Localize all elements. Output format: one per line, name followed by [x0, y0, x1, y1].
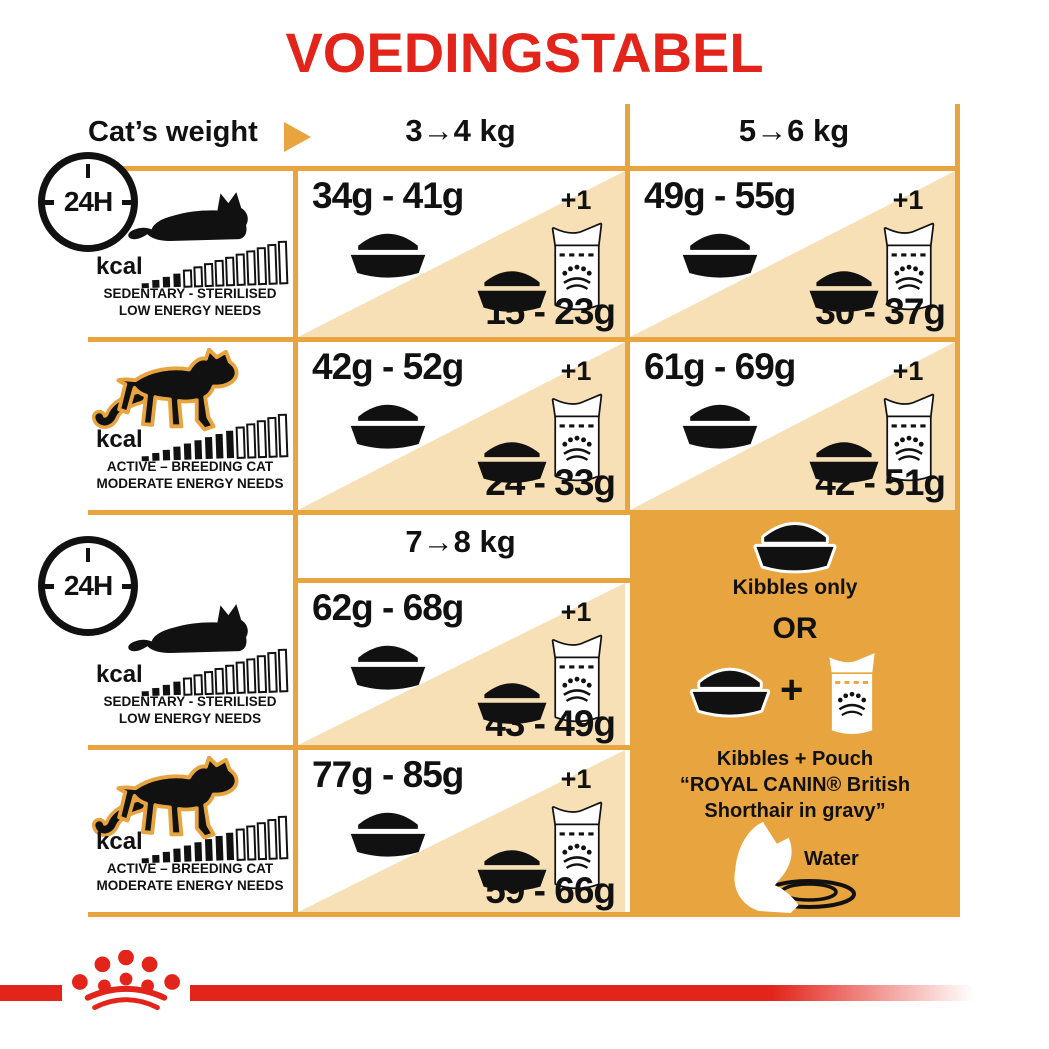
cell-active-5-6kg: 61g - 69g +1 42 - 51g: [630, 342, 955, 510]
bowl-icon: [743, 516, 847, 576]
mixed-kibbles-amount: 42 - 51g: [815, 462, 946, 503]
grid-line: [625, 104, 630, 512]
profile-caption: ACTIVE – BREEDING CAT: [106, 459, 274, 474]
grid-line: [293, 166, 298, 917]
plus-sign: +: [780, 668, 804, 712]
cell-active-3-4kg: 42g - 52g +1 24 - 33g: [298, 342, 625, 510]
brand-stripe: [190, 985, 998, 1001]
clock-tick: [86, 548, 90, 562]
cats-weight-label: Cat’s weight: [88, 116, 258, 148]
grid-line: [88, 166, 960, 171]
clock-label: 24H: [63, 570, 113, 601]
mixed-kibbles-amount: 43 - 49g: [485, 703, 616, 744]
kibbles-only-amount: 77g - 85g: [312, 754, 464, 795]
clock-label: 24H: [63, 186, 113, 217]
kcal-scale-icon: [141, 240, 289, 289]
kibbles-pouch-label: “ROYAL CANIN® British: [679, 774, 911, 796]
profile-caption: MODERATE ENERGY NEEDS: [96, 878, 284, 893]
kcal-scale-icon: [141, 815, 289, 864]
mixed-kibbles-amount: 24 - 33g: [485, 462, 616, 503]
grid-line: [88, 510, 960, 515]
kibbles-only-amount: 42g - 52g: [312, 346, 464, 387]
plus-one-label: +1: [560, 764, 592, 794]
clock-tick: [122, 584, 134, 589]
cell-sedentary-7-8kg: 62g - 68g +1 43 - 49g: [298, 583, 625, 745]
bowl-icon: [338, 804, 438, 862]
cell-active-7-8kg: 77g - 85g +1 59 - 66g: [298, 750, 625, 912]
or-label: OR: [772, 612, 818, 645]
bowl-icon: [338, 396, 438, 454]
kibbles-only-amount: 49g - 55g: [644, 175, 796, 216]
kcal-label: kcal: [96, 828, 143, 855]
profile-active: kcal ACTIVE – BREEDING CAT MODERATE ENER…: [88, 750, 293, 912]
profile-sedentary: kcal SEDENTARY - STERILISED LOW ENERGY N…: [88, 171, 293, 337]
mixed-kibbles-amount: 59 - 66g: [485, 870, 616, 911]
cell-sedentary-3-4kg: 34g - 41g +1 15 - 23g: [298, 171, 625, 337]
plus-one-label: +1: [560, 356, 592, 386]
bowl-icon: [670, 396, 770, 454]
kibbles-pouch-label: Kibbles + Pouch: [716, 748, 874, 770]
mixed-kibbles-amount: 15 - 23g: [485, 291, 616, 332]
profile-caption: ACTIVE – BREEDING CAT: [106, 861, 274, 876]
royal-canin-crown-logo: [72, 950, 180, 1010]
bowl-icon: [338, 637, 438, 695]
clock-tick: [122, 200, 134, 205]
plus-one-label: +1: [892, 356, 924, 386]
page-title: VOEDINGSTABEL: [285, 21, 764, 84]
pouch-icon: [826, 648, 878, 742]
grid-line: [88, 337, 960, 342]
brand-stripe: [0, 985, 62, 1001]
bowl-icon: [680, 662, 780, 720]
clock-24h-icon: 24H: [38, 536, 138, 636]
weight-header-5-6kg: 5→6 kg: [738, 113, 850, 148]
mixed-kibbles-amount: 30 - 37g: [815, 291, 946, 332]
kcal-scale-icon: [141, 648, 289, 697]
clock-24h-icon: 24H: [38, 152, 138, 252]
bowl-icon: [338, 225, 438, 283]
weight-header-7-8kg: 7→8 kg: [405, 524, 516, 559]
triangle-pointer-icon: [284, 122, 311, 152]
profile-caption: SEDENTARY - STERILISED: [103, 286, 277, 301]
kibbles-only-amount: 61g - 69g: [644, 346, 796, 387]
water-cat-icon: [734, 821, 799, 914]
kibbles-only-amount: 34g - 41g: [312, 175, 464, 216]
plus-one-label: +1: [892, 185, 924, 215]
clock-tick: [86, 164, 90, 178]
plus-one-label: +1: [560, 185, 592, 215]
water-label: Water: [804, 848, 859, 870]
clock-tick: [42, 584, 54, 589]
plus-one-label: +1: [560, 597, 592, 627]
profile-sedentary: kcal SEDENTARY - STERILISED LOW ENERGY N…: [88, 583, 293, 745]
clock-tick: [42, 200, 54, 205]
kcal-label: kcal: [96, 253, 143, 280]
kcal-scale-icon: [141, 413, 289, 462]
profile-active: kcal ACTIVE – BREEDING CAT MODERATE ENER…: [88, 342, 293, 510]
weight-header-3-4kg: 3→4 kg: [405, 113, 516, 148]
kcal-label: kcal: [96, 426, 143, 453]
feeding-options-panel: Kibbles only OR + Kibbles + Pouch “ROYAL…: [630, 512, 960, 914]
kibbles-pouch-label: Shorthair in gravy”: [704, 800, 886, 822]
profile-caption: SEDENTARY - STERILISED: [103, 694, 277, 709]
grid-line: [88, 912, 960, 917]
grid-line: [955, 104, 960, 512]
cell-sedentary-5-6kg: 49g - 55g +1 30 - 37g: [630, 171, 955, 337]
kibbles-only-label: Kibbles only: [732, 576, 858, 599]
profile-caption: MODERATE ENERGY NEEDS: [96, 476, 284, 491]
kcal-label: kcal: [96, 661, 143, 688]
bowl-icon: [670, 225, 770, 283]
kibbles-only-amount: 62g - 68g: [312, 587, 464, 628]
profile-caption: LOW ENERGY NEEDS: [118, 711, 262, 726]
grid-line: [88, 745, 630, 750]
grid-line: [296, 578, 630, 583]
profile-caption: LOW ENERGY NEEDS: [118, 303, 262, 318]
